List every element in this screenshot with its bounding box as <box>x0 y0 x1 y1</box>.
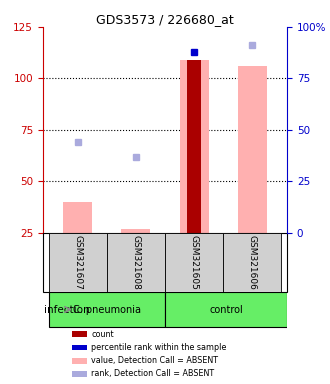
Text: count: count <box>91 330 114 339</box>
Text: percentile rank within the sample: percentile rank within the sample <box>91 343 226 352</box>
Text: C. pneumonia: C. pneumonia <box>73 305 141 314</box>
Bar <box>49 292 165 327</box>
Bar <box>187 60 201 233</box>
Text: value, Detection Call = ABSENT: value, Detection Call = ABSENT <box>91 356 218 365</box>
Bar <box>72 331 86 337</box>
Text: rank, Detection Call = ABSENT: rank, Detection Call = ABSENT <box>91 369 214 379</box>
Text: GSM321607: GSM321607 <box>73 235 82 290</box>
Text: control: control <box>209 305 243 314</box>
Bar <box>165 292 287 327</box>
Bar <box>238 66 267 233</box>
Bar <box>72 344 86 350</box>
Bar <box>165 233 223 292</box>
Text: infection: infection <box>44 305 90 314</box>
Text: GSM321605: GSM321605 <box>189 235 199 290</box>
Bar <box>180 60 209 233</box>
Bar <box>72 371 86 377</box>
Bar <box>63 202 92 233</box>
Title: GDS3573 / 226680_at: GDS3573 / 226680_at <box>96 13 234 26</box>
Bar <box>107 233 165 292</box>
Bar <box>49 233 107 292</box>
Bar <box>223 233 281 292</box>
Bar <box>121 229 150 233</box>
Text: GSM321608: GSM321608 <box>131 235 141 290</box>
Bar <box>72 358 86 364</box>
Text: GSM321606: GSM321606 <box>248 235 257 290</box>
